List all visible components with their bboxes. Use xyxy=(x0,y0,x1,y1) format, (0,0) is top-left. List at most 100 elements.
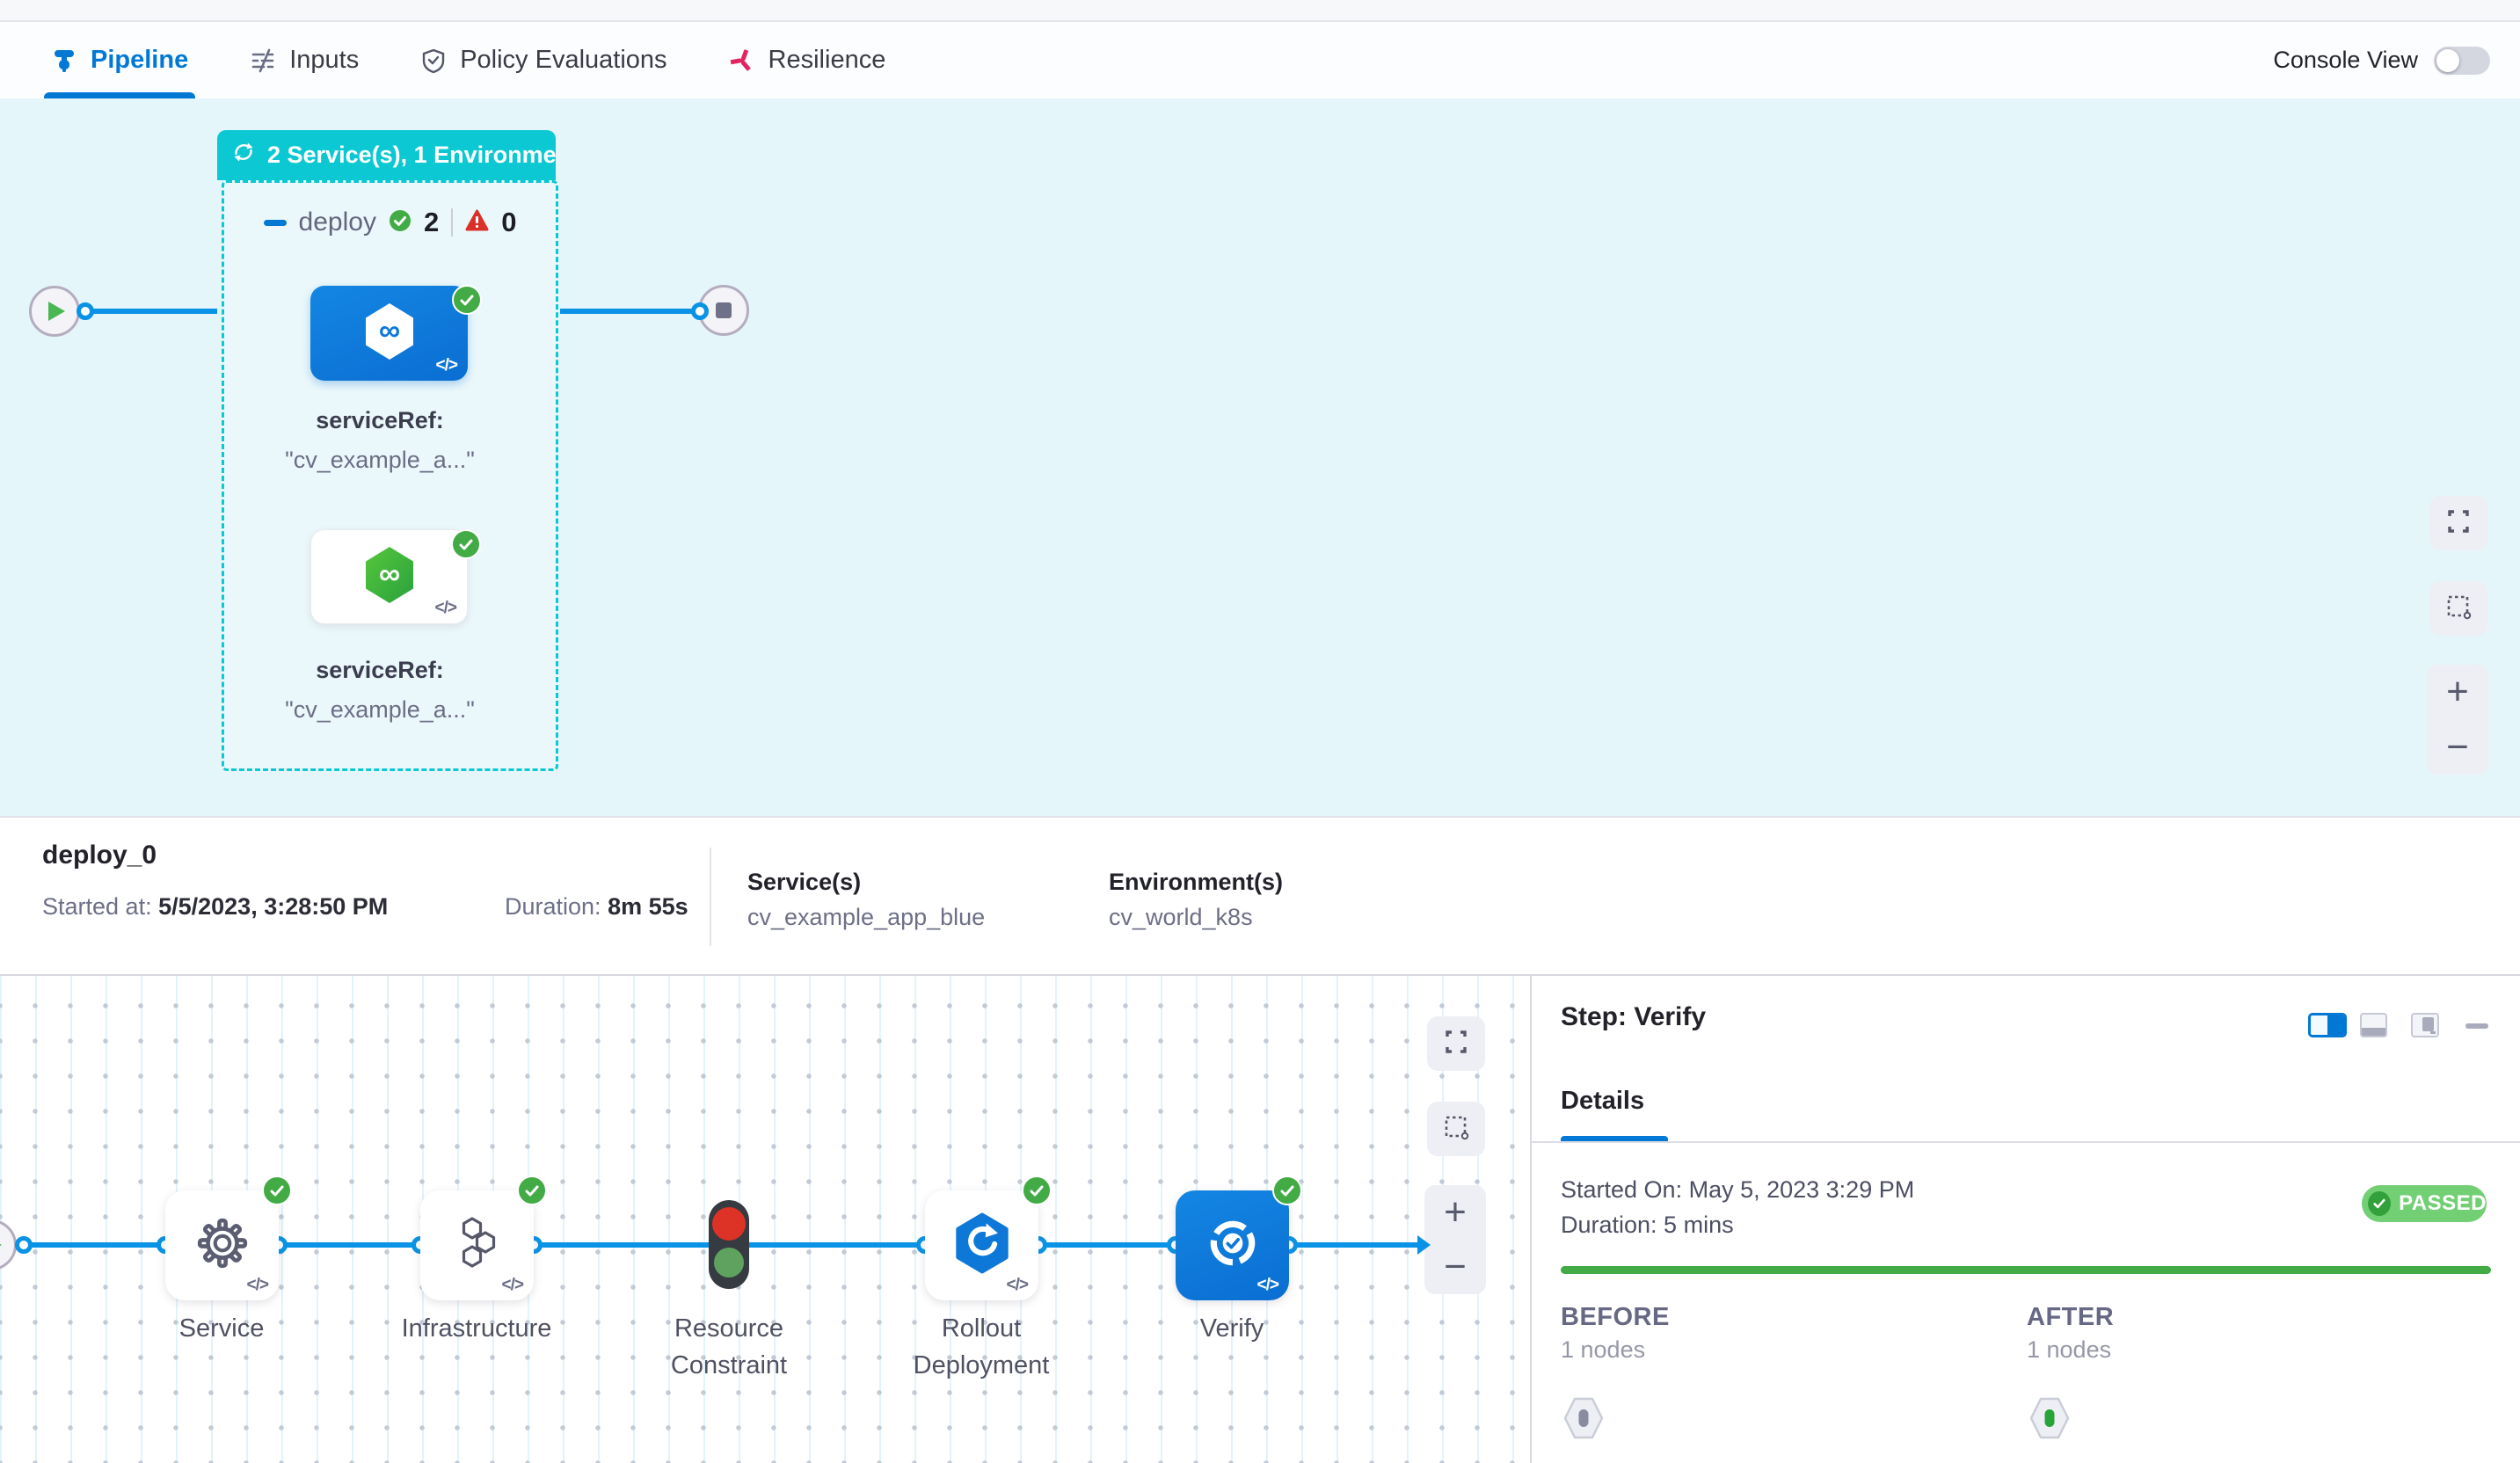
traffic-light-green xyxy=(714,1248,744,1277)
edge-stage-to-end xyxy=(560,309,694,314)
success-badge-icon xyxy=(1022,1175,1052,1205)
console-view-toggle[interactable] xyxy=(2434,46,2490,75)
tab-details[interactable]: Details xyxy=(1561,1087,1645,1115)
console-view-label: Console View xyxy=(2273,47,2418,73)
edge-arrowhead xyxy=(1417,1235,1431,1255)
step-duration: Duration: 5 mins xyxy=(1561,1212,1734,1238)
before-heading: BEFORE xyxy=(1561,1303,1670,1331)
count-divider xyxy=(451,208,454,237)
pipeline-canvas[interactable]: 2 Service(s), 1 Environme... deploy 2 0 … xyxy=(0,98,2520,816)
loop-icon xyxy=(231,140,256,171)
summary-divider xyxy=(710,848,711,946)
edge-start-to-stage xyxy=(85,309,217,314)
edge xyxy=(1038,1242,1176,1248)
stage-summary-bar: deploy_0 Started at: 5/5/2023, 3:28:50 P… xyxy=(0,816,2520,974)
stage-name: deploy xyxy=(298,207,376,237)
step-node-rollout-deployment[interactable]: </> xyxy=(925,1175,1052,1300)
step-node-service[interactable]: </> xyxy=(165,1175,292,1300)
tab-inputs-label: Inputs xyxy=(289,46,360,74)
inputs-icon xyxy=(250,47,276,74)
zoom-in-button[interactable]: + xyxy=(2446,670,2469,714)
step-node-infrastructure[interactable]: </> xyxy=(420,1175,547,1300)
marquee-icon xyxy=(2445,593,2472,624)
tab-resilience[interactable]: Resilience xyxy=(729,22,886,98)
tab-resilience-label: Resilience xyxy=(768,46,886,74)
before-node-count: 1 nodes xyxy=(1561,1336,1646,1363)
after-node-hexagon[interactable] xyxy=(2029,1395,2070,1445)
tab-pipeline-label: Pipeline xyxy=(91,46,189,74)
bottom-section: </> </> xyxy=(0,974,2520,1463)
code-icon: </> xyxy=(246,1276,270,1294)
passed-check-icon xyxy=(2368,1191,2392,1216)
stage-status-row: deploy 2 0 xyxy=(222,202,558,243)
connector-port xyxy=(691,302,709,320)
after-node-count: 1 nodes xyxy=(2027,1336,2112,1363)
execution-canvas[interactable]: </> </> xyxy=(0,976,1530,1463)
resilience-icon xyxy=(729,47,755,74)
environments-value: cv_world_k8s xyxy=(1109,904,1253,930)
tab-group: Pipeline Inputs Policy Evaluations xyxy=(43,22,886,98)
stage-group-header[interactable]: 2 Service(s), 1 Environme... xyxy=(217,130,556,180)
success-badge-icon xyxy=(452,285,482,315)
zoom-in-button[interactable]: + xyxy=(1444,1190,1467,1234)
marquee-select-button[interactable] xyxy=(2429,581,2487,636)
console-view-control: Console View xyxy=(2273,46,2490,75)
started-at: Started at: 5/5/2023, 3:28:50 PM xyxy=(42,893,389,920)
step-started-on: Started On: May 5, 2023 3:29 PM xyxy=(1561,1176,1915,1203)
marquee-select-button[interactable] xyxy=(1427,1102,1485,1156)
tab-divider xyxy=(1532,1141,2520,1143)
code-icon: </> xyxy=(434,599,458,617)
success-count: 2 xyxy=(423,207,440,237)
success-progress-bar xyxy=(1561,1266,2491,1274)
expand-icon xyxy=(2445,508,2472,539)
traffic-light-red xyxy=(712,1207,746,1241)
zoom-controls: + − xyxy=(2427,665,2488,775)
status-badge: PASSED xyxy=(2362,1185,2487,1222)
window-top-strip xyxy=(0,0,2520,22)
tab-policy-evaluations-label: Policy Evaluations xyxy=(460,46,667,74)
layout-floating-pane-icon xyxy=(2422,1017,2434,1031)
step-label: Service xyxy=(178,1314,265,1343)
layout-bottom-pane-button[interactable] xyxy=(2360,1013,2387,1037)
success-badge-icon xyxy=(517,1175,547,1205)
code-icon: </> xyxy=(1256,1276,1280,1294)
tab-pipeline[interactable]: Pipeline xyxy=(43,22,196,98)
zoom-out-button[interactable]: − xyxy=(1444,1245,1467,1288)
service-node-2[interactable]: ∞ </> xyxy=(310,529,481,624)
failure-count: 0 xyxy=(501,207,517,237)
layout-right-pane-button[interactable] xyxy=(2308,1013,2347,1037)
collapse-stage-icon[interactable] xyxy=(263,219,287,226)
toggle-knob xyxy=(2436,48,2459,72)
step-node-verify[interactable]: </> xyxy=(1176,1175,1302,1300)
step-label: Verify xyxy=(1199,1314,1264,1343)
step-label: Resource Constraint xyxy=(670,1314,788,1379)
code-icon: </> xyxy=(501,1276,525,1294)
fit-to-screen-button[interactable] xyxy=(1427,1016,1485,1071)
tab-inputs[interactable]: Inputs xyxy=(250,22,359,98)
play-icon xyxy=(0,1235,2,1255)
infinity-glyph: ∞ xyxy=(378,557,399,591)
stop-icon xyxy=(716,302,732,318)
service-hexagon-icon: ∞ xyxy=(362,302,417,366)
fit-to-screen-button[interactable] xyxy=(2429,496,2487,550)
expand-icon xyxy=(1443,1029,1469,1059)
layout-bottom-pane-icon xyxy=(2362,1028,2385,1036)
duration: Duration: 8m 55s xyxy=(505,893,688,920)
shield-check-icon xyxy=(420,47,447,74)
edge xyxy=(24,1242,165,1248)
hexagons-icon xyxy=(449,1215,506,1276)
minimize-panel-button[interactable] xyxy=(2465,1023,2488,1029)
zoom-out-button[interactable]: − xyxy=(2446,724,2469,768)
tab-policy-evaluations[interactable]: Policy Evaluations xyxy=(420,22,667,98)
step-label: Infrastructure xyxy=(401,1314,552,1343)
top-tab-bar: Pipeline Inputs Policy Evaluations xyxy=(0,22,2520,98)
edge xyxy=(279,1242,420,1248)
environments-heading: Environment(s) xyxy=(1109,869,1284,895)
service-node-1[interactable]: ∞ </> xyxy=(310,285,482,381)
layout-floating-pane-button[interactable] xyxy=(2411,1013,2439,1037)
before-node-hexagon[interactable] xyxy=(1563,1395,1604,1445)
service-ref-label-1: serviceRef: "cv_example_a..." xyxy=(285,407,475,473)
resource-constraint-node[interactable] xyxy=(709,1200,749,1289)
stage-group-border xyxy=(222,180,558,771)
pipeline-start-node[interactable] xyxy=(29,286,80,337)
